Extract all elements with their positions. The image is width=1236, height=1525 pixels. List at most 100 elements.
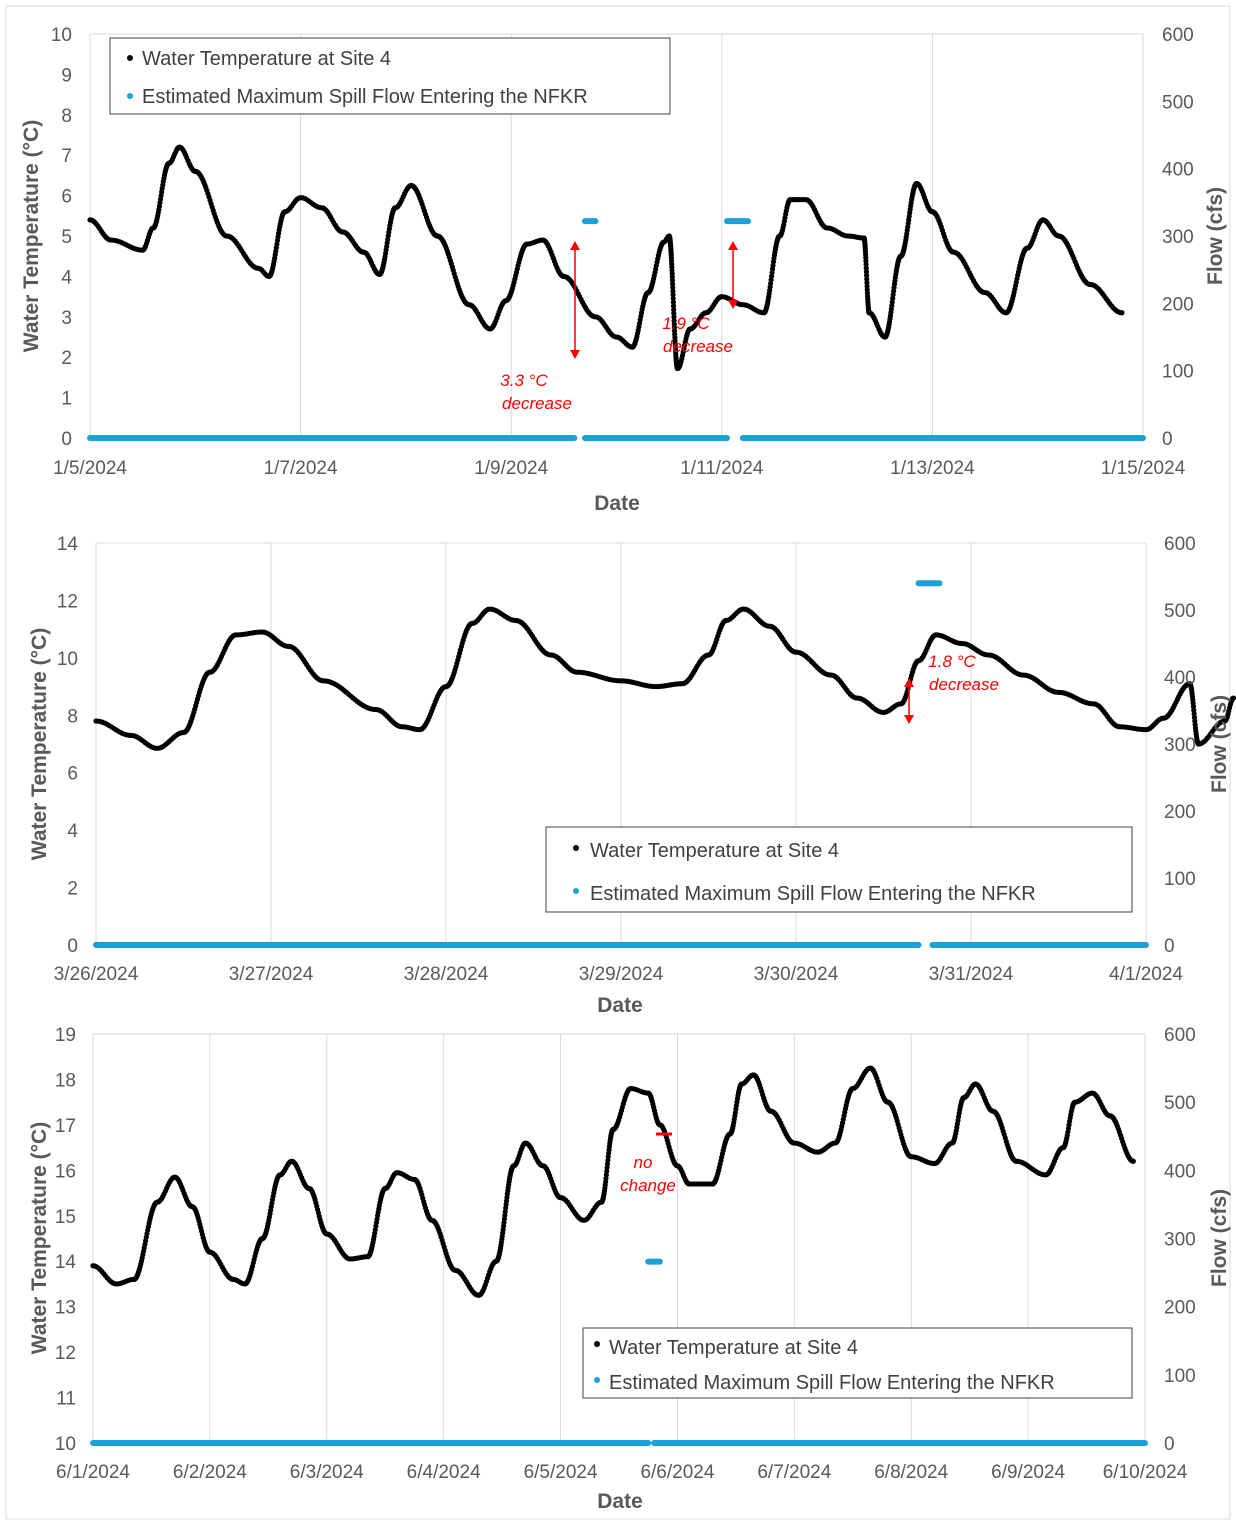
chart-3-annotation-1-line1: no [634, 1153, 653, 1172]
temperature-point [670, 299, 676, 305]
y-tick-label: 18 [55, 1070, 76, 1091]
chart-2-legend-flow: Estimated Maximum Spill Flow Entering th… [590, 883, 1036, 905]
chart-1: 1/5/2024 1/7/2024 1/9/2024 1/11/2024 1/13/20… [20, 25, 1227, 515]
chart-2-legend-temp: Water Temperature at Site 4 [590, 840, 839, 862]
chart-2-legend-flow-marker [573, 888, 579, 894]
x-tick-label: 6/7/2024 [757, 1462, 831, 1483]
chart-1-annotation-2-line2: decrease [663, 337, 733, 356]
x-tick-label: 6/9/2024 [991, 1462, 1065, 1483]
y-tick-label: 16 [55, 1161, 76, 1182]
y-tick-label: 0 [61, 429, 72, 450]
y2-tick-label: 200 [1164, 1298, 1196, 1319]
y2-tick-label: 600 [1164, 534, 1196, 555]
x-tick-label: 3/26/2024 [54, 964, 139, 985]
chart-2-annotation-1-line2: decrease [929, 675, 999, 694]
y-tick-label: 2 [61, 348, 72, 369]
chart-3-y2label: Flow (cfs) [1208, 1189, 1231, 1287]
chart-1-legend-box [109, 37, 671, 115]
figure-border [5, 5, 1231, 1520]
chart-2-legend-temp-marker [573, 845, 579, 851]
temperature-point [1130, 1158, 1136, 1164]
y-tick-label: 7 [61, 146, 72, 167]
chart-1-legend-temp: Water Temperature at Site 4 [142, 48, 391, 70]
chart-3-xlabel: Date [597, 1490, 643, 1513]
y2-tick-label: 0 [1164, 936, 1175, 957]
x-tick-label: 6/10/2024 [1103, 1462, 1188, 1483]
x-tick-label: 6/3/2024 [290, 1462, 364, 1483]
y-tick-label: 12 [55, 1343, 76, 1364]
y2-tick-label: 500 [1164, 601, 1196, 622]
x-tick-label: 4/1/2024 [1109, 964, 1183, 985]
y-tick-label: 4 [67, 821, 78, 842]
y-tick-label: 2 [67, 879, 78, 900]
chart-3-annotation-1-line2: change [620, 1176, 676, 1195]
y-tick-label: 5 [61, 227, 72, 248]
chart-3-flow-series [90, 1258, 1148, 1446]
chart-1-annotation-2-line1: 1.9 °C [662, 314, 710, 333]
temperature-point [670, 303, 677, 309]
y-tick-label: 13 [55, 1298, 76, 1319]
y-tick-label: 14 [57, 534, 79, 555]
chart-2-annotation-1-arrowhead-bottom [904, 715, 914, 724]
y-tick-label: 6 [67, 764, 78, 785]
y2-tick-label: 200 [1164, 802, 1196, 823]
chart-1-xlabel: Date [594, 492, 640, 515]
chart-1-ylabel: Water Temperature (°C) [20, 120, 43, 352]
temperature-point [670, 292, 676, 298]
y-tick-label: 6 [61, 187, 72, 208]
chart-3-ylabel: Water Temperature (°C) [28, 1122, 51, 1354]
chart-2-xlabel: Date [597, 994, 643, 1017]
y-tick-label: 3 [61, 308, 72, 329]
chart-1-annotation-1-line1: 3.3 °C [500, 371, 548, 390]
chart-1-annotation-1-arrowhead-top [570, 241, 580, 250]
chart-2-flow-series [93, 580, 1149, 948]
chart-1-legend-flow-marker [127, 93, 133, 99]
x-tick-label: 3/27/2024 [229, 964, 314, 985]
y2-tick-label: 300 [1164, 1230, 1196, 1251]
y2-tick-label: 400 [1162, 160, 1194, 181]
chart-3-legend-flow-marker [594, 1377, 600, 1383]
y2-tick-label: 400 [1164, 1161, 1196, 1182]
chart-1-annotation-2: 1.9 °C decrease [662, 241, 738, 356]
temperature-point [863, 272, 870, 278]
chart-3-legend: Water Temperature at Site 4 Estimated Ma… [582, 1327, 1133, 1399]
y2-tick-label: 500 [1162, 92, 1194, 113]
chart-1-annotation-2-arrowhead-bottom [728, 300, 738, 309]
y-tick-label: 1 [61, 389, 72, 410]
x-tick-label: 1/13/2024 [890, 458, 975, 479]
y2-tick-label: 300 [1162, 227, 1194, 248]
chart-1-annotation-1: 3.3 °C decrease [500, 241, 580, 413]
x-tick-label: 6/8/2024 [874, 1462, 948, 1483]
chart-3-temperature-series [90, 1065, 1136, 1298]
chart-1-legend-temp-marker [127, 55, 133, 61]
chart-2-tick-labels: 3/26/2024 3/27/2024 3/28/2024 3/29/2024 3/30… [54, 534, 1196, 985]
temperature-point [863, 269, 870, 275]
chart-2-annotation-1: 1.8 °C decrease [904, 652, 999, 724]
x-tick-label: 1/15/2024 [1101, 458, 1186, 479]
chart-1-legend: Water Temperature at Site 4 Estimated Ma… [109, 37, 671, 115]
x-tick-label: 6/5/2024 [524, 1462, 598, 1483]
x-tick-label: 3/31/2024 [929, 964, 1014, 985]
y-tick-label: 10 [51, 25, 72, 46]
temperature-point [1119, 310, 1125, 316]
temperature-point [670, 284, 676, 291]
x-tick-label: 1/11/2024 [680, 458, 764, 479]
chart-1-annotation-1-arrowhead-bottom [570, 350, 580, 359]
chart-1-y2label: Flow (cfs) [1204, 187, 1227, 285]
chart-1-flow-series [87, 218, 1146, 441]
y-tick-label: 10 [57, 649, 78, 670]
y-tick-label: 4 [61, 267, 72, 288]
y2-tick-label: 0 [1162, 429, 1173, 450]
y2-tick-label: 100 [1164, 1366, 1196, 1387]
y2-tick-label: 100 [1164, 869, 1196, 890]
x-tick-label: 1/7/2024 [264, 458, 338, 479]
y-tick-label: 10 [55, 1434, 76, 1455]
chart-1-annotation-2-arrowhead-top [728, 241, 738, 250]
x-tick-label: 3/28/2024 [404, 964, 489, 985]
y2-tick-label: 100 [1162, 362, 1194, 383]
chart-2-temperature-series [93, 606, 1236, 751]
x-tick-label: 6/6/2024 [640, 1462, 714, 1483]
chart-3-legend-box [582, 1327, 1133, 1399]
y-tick-label: 11 [56, 1389, 76, 1410]
